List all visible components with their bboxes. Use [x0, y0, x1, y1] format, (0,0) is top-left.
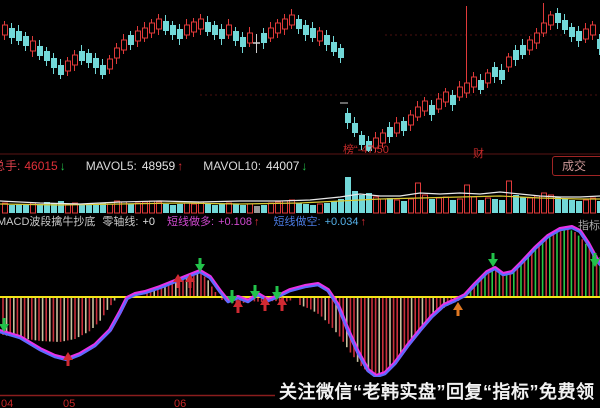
up-arrow-icon: ↑	[177, 159, 184, 173]
short-term-long-label: 短线做多:	[167, 216, 215, 228]
signal-arrows	[0, 253, 600, 366]
mavol5-label: MAVOL5:	[85, 159, 137, 173]
indicator-pane-tab[interactable]: 指标	[578, 220, 600, 232]
macd-dif-dea-lines	[0, 225, 600, 379]
macd-header-row: MACD波段擒牛抄底 零轴线: +0 短线做多: +0.108 ↑ 短线做空: +0.034 ↑	[0, 216, 366, 229]
price-gridlines	[200, 34, 600, 104]
x-axis-month-05: 05	[63, 398, 76, 408]
x-axis-month-04: 04	[1, 398, 14, 408]
zero-axis-value: +0	[142, 216, 155, 228]
mavol10-value: 44007	[266, 159, 300, 173]
volume-pane-tab[interactable]: 成交	[552, 156, 600, 176]
volume-pane	[2, 177, 600, 214]
up-arrow-icon: ↑	[360, 216, 367, 228]
volume-header-row: 总手:46015↓MAVOL5:48959↑MAVOL10:44007↓	[0, 157, 307, 175]
total-volume-label: 总手:	[0, 159, 21, 173]
cai-watermark: 财	[473, 148, 484, 160]
mavol-lines	[0, 191, 600, 206]
macd-histogram	[2, 229, 600, 376]
short-term-short-label: 短线做空:	[273, 216, 321, 228]
up-arrow-icon: ↑	[254, 216, 260, 228]
down-arrow-icon: ↓	[301, 159, 308, 173]
mavol5-value: 48959	[141, 159, 176, 173]
down-arrow-icon: ↓	[59, 159, 66, 173]
mavol10-label: MAVOL10:	[203, 159, 262, 173]
total-volume-value: 46015	[24, 159, 58, 173]
wechat-ad-banner: 关注微信“老韩实盘”回复“指标”免费领	[275, 377, 600, 408]
candlestick-pane	[2, 3, 600, 152]
short-term-short-value: +0.034	[324, 216, 359, 228]
short-term-long-value: +0.108	[218, 216, 253, 228]
x-axis-month-06: 06	[174, 398, 187, 408]
indicator-title: MACD波段擒牛抄底	[0, 216, 96, 228]
zero-axis-label: 零轴线:	[102, 216, 139, 228]
price-watermark: 榜“-47.50	[343, 144, 389, 156]
